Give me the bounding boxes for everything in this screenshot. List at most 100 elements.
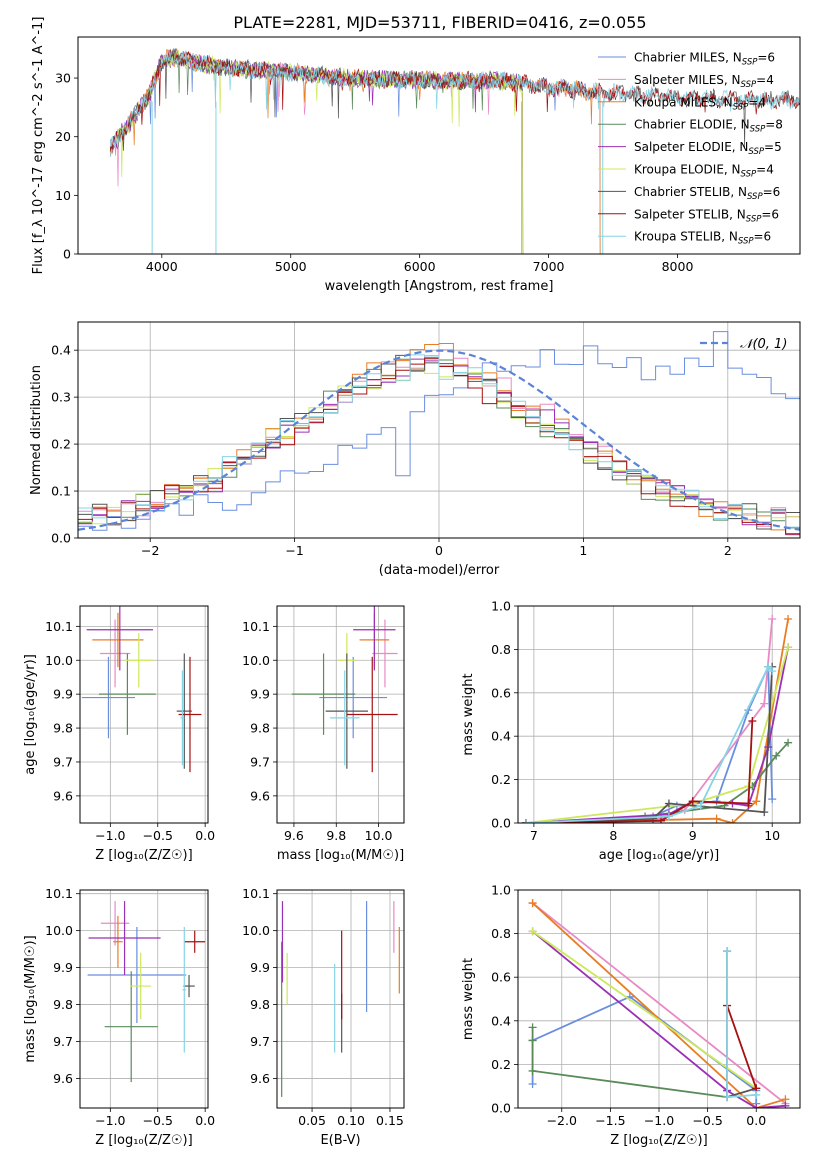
weight-marker — [528, 1080, 537, 1089]
legend-label: 𝒩(0, 1) — [740, 337, 787, 352]
y-tick-label: 9.8 — [250, 721, 270, 736]
weight-marker — [784, 643, 793, 652]
plot-area — [528, 899, 790, 1108]
y-tick-label: 9.9 — [53, 687, 73, 702]
y-tick-label: 9.6 — [53, 1071, 73, 1086]
y-tick-label: 9.7 — [53, 1034, 73, 1049]
weight-marker — [772, 751, 781, 760]
x-axis-label: (data-model)/error — [379, 563, 500, 578]
axes-frame — [79, 889, 209, 1109]
panel-age-vs-Z: −1.0 −0.5 0.0 9.6 9.7 9.8 9.9 10.0 10.1 Z [log₁₀(… — [23, 605, 215, 863]
weight-marker — [712, 814, 721, 823]
weight-marker — [521, 819, 530, 823]
x-axis-label: Z [log₁₀(Z/Z☉)] — [610, 1133, 707, 1148]
x-tick-label: −1 — [285, 543, 303, 558]
plot-area — [81, 606, 202, 773]
y-tick-label: 0.3 — [51, 390, 71, 405]
y-tick-label: 1.0 — [491, 883, 511, 898]
weight-marker — [784, 615, 793, 624]
x-tick-label: −1.0 — [644, 1113, 674, 1128]
weight-marker — [744, 799, 753, 808]
weight-marker — [748, 717, 757, 726]
plot-area — [78, 331, 800, 538]
x-tick-label: 0.15 — [376, 1113, 404, 1128]
x-tick-label: 0.05 — [298, 1113, 326, 1128]
x-axis-label: mass [log₁₀(M/M☉)] — [277, 848, 404, 863]
weight-marker — [664, 812, 673, 821]
weight-marker — [768, 795, 777, 804]
figure-title: PLATE=2281, MJD=53711, FIBERID=0416, z=0… — [233, 13, 646, 32]
y-tick-label: 20 — [55, 129, 71, 144]
y-tick-label: 0.0 — [491, 816, 511, 831]
y-tick-label: 0.2 — [51, 437, 71, 452]
x-tick-label: −1.0 — [95, 1113, 125, 1128]
y-tick-label: 0.6 — [491, 970, 511, 985]
x-tick-label: 8000 — [662, 259, 694, 274]
y-tick-label: 9.8 — [250, 997, 270, 1012]
legend-label: Kroupa STELIB, NSSP=6 — [634, 230, 771, 247]
plot-area — [291, 606, 398, 773]
y-tick-label: 10.0 — [45, 923, 73, 938]
panel-massweight-vs-Z: −2.0 −1.5 −1.0 −0.5 0.0 0.0 0.2 0.4 0.6 0.8 1.0 Z [… — [461, 883, 801, 1148]
y-tick-label: 10.0 — [242, 923, 270, 938]
weight-marker — [768, 615, 777, 624]
y-tick-label: 10.0 — [242, 653, 270, 668]
x-tick-label: 1 — [579, 543, 587, 558]
y-tick-label: 10.0 — [45, 653, 73, 668]
weight-line — [525, 665, 773, 823]
y-tick-label: 9.9 — [250, 687, 270, 702]
x-tick-label: 0.0 — [195, 828, 215, 843]
weight-line — [532, 902, 786, 1105]
axes-frame — [77, 321, 801, 539]
weight-marker — [688, 797, 697, 806]
plot-area — [87, 901, 206, 1083]
x-axis-label: E(B-V) — [320, 1133, 360, 1148]
y-tick-label: 0.4 — [491, 729, 511, 744]
legend-label: Chabrier STELIB, NSSP=6 — [634, 185, 780, 202]
x-tick-label: 9.8 — [326, 828, 346, 843]
y-tick-label: 9.7 — [250, 1034, 270, 1049]
y-tick-label: 0 — [63, 247, 71, 262]
spectrum-line-salpeter-stelib — [109, 49, 800, 152]
x-tick-label: 9 — [689, 828, 697, 843]
y-tick-label: 10 — [55, 188, 71, 203]
x-tick-label: −0.5 — [143, 828, 173, 843]
weight-marker — [752, 797, 761, 806]
weight-marker — [760, 808, 769, 817]
legend-label: Chabrier MILES, NSSP=6 — [634, 51, 775, 68]
y-tick-label: 9.6 — [250, 788, 270, 803]
y-tick-label: 0.4 — [51, 343, 71, 358]
weight-line — [531, 902, 786, 1108]
x-axis-label: Z [log₁₀(Z/Z☉)] — [95, 1133, 192, 1148]
x-tick-label: 0.0 — [195, 1113, 215, 1128]
x-tick-label: 5000 — [275, 259, 307, 274]
x-tick-label: 8 — [609, 828, 617, 843]
y-tick-label: 9.9 — [53, 960, 73, 975]
x-tick-label: 0.10 — [337, 1113, 365, 1128]
spectrum-line-kroupa-stelib — [109, 49, 800, 148]
weight-marker — [768, 667, 777, 676]
x-tick-label: 6000 — [404, 259, 436, 274]
x-tick-label: 2 — [724, 543, 732, 558]
x-tick-label: 4000 — [146, 259, 178, 274]
x-tick-label: −1.5 — [595, 1113, 625, 1128]
weight-marker — [752, 1104, 761, 1108]
panel-age-vs-mass: 9.6 9.8 10.0 9.6 9.7 9.8 9.9 10.0 10.1 mass [log₁… — [242, 605, 405, 863]
y-tick-label: 0.1 — [51, 484, 71, 499]
weight-line — [726, 1005, 758, 1089]
y-axis-label: Flux [f_λ 10^-17 erg cm^-2 s^-1 A^-1] — [31, 17, 46, 275]
x-tick-label: 0.0 — [746, 1113, 766, 1128]
x-tick-label: −2.0 — [547, 1113, 577, 1128]
legend-label: Kroupa MILES, NSSP=4 — [634, 95, 766, 112]
x-tick-label: −2 — [141, 543, 159, 558]
y-tick-label: 10.1 — [242, 886, 270, 901]
weight-marker — [528, 1036, 537, 1045]
axes-frame — [79, 605, 209, 824]
y-tick-label: 10.1 — [45, 619, 73, 634]
panel-massweight-vs-age: 7 8 9 10 0.0 0.2 0.4 0.6 0.8 1.0 age [log₁₀(age/yr… — [461, 599, 801, 863]
y-tick-label: 10.1 — [45, 886, 73, 901]
y-tick-label: 9.9 — [250, 960, 270, 975]
legend-label: Salpeter ELODIE, NSSP=5 — [634, 140, 782, 157]
weight-line — [525, 646, 789, 823]
x-tick-label: −1.0 — [95, 828, 125, 843]
